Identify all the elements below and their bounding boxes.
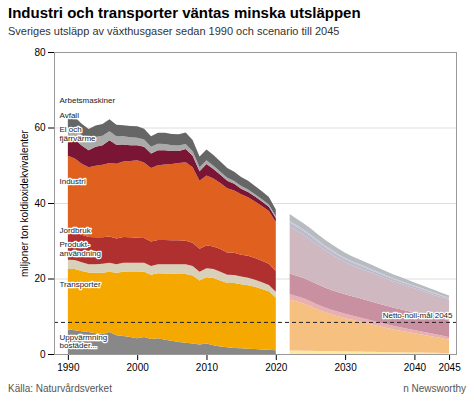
- svg-text:2000: 2000: [127, 362, 150, 373]
- svg-text:Jordbruk: Jordbruk: [60, 226, 92, 235]
- svg-text:Netto-noll-mål 2045: Netto-noll-mål 2045: [383, 311, 453, 320]
- svg-text:60: 60: [34, 122, 46, 133]
- svg-text:2040: 2040: [404, 362, 427, 373]
- svg-text:1990: 1990: [57, 362, 80, 373]
- html-text:Industri och transporter vänta: Industri och transporter väntas minska u…: [8, 4, 361, 21]
- svg-text:2030: 2030: [334, 362, 357, 373]
- svg-text:2010: 2010: [196, 362, 219, 373]
- svg-text:2045: 2045: [438, 362, 461, 373]
- html-text:Sveriges utsläpp av växthusgas: Sveriges utsläpp av växthusgaser sedan 1…: [8, 25, 340, 37]
- svg-text:Avfall: Avfall: [60, 111, 80, 120]
- svg-text:Arbetsmaskiner: Arbetsmaskiner: [60, 96, 116, 105]
- html-text:n Newsworthy: n Newsworthy: [403, 383, 466, 394]
- svg-text:Transporter: Transporter: [60, 280, 101, 289]
- svg-text:miljoner ton koldioxidekvivale: miljoner ton koldioxidekvivalenter: [19, 129, 30, 276]
- svg-text:20: 20: [34, 273, 46, 284]
- svg-text:Uppvärmningbostäder...: Uppvärmningbostäder...: [60, 333, 108, 351]
- svg-text:Industri: Industri: [60, 177, 86, 186]
- html-text:Källa: Naturvårdsverket: Källa: Naturvårdsverket: [8, 383, 112, 394]
- svg-text:El ochfjärrvärme: El ochfjärrvärme: [60, 125, 97, 143]
- svg-text:80: 80: [34, 47, 46, 58]
- svg-text:0: 0: [40, 349, 46, 360]
- svg-text:2020: 2020: [265, 362, 288, 373]
- svg-text:40: 40: [34, 198, 46, 209]
- svg-text:Produkt-användning: Produkt-användning: [60, 240, 101, 258]
